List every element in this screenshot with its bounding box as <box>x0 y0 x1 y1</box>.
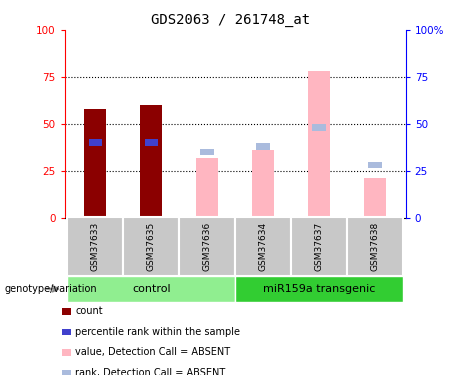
Text: GSM37638: GSM37638 <box>371 222 379 271</box>
Bar <box>144 139 158 146</box>
Text: miR159a transgenic: miR159a transgenic <box>263 284 375 294</box>
Bar <box>140 105 162 218</box>
Text: GSM37636: GSM37636 <box>203 222 212 271</box>
Bar <box>252 150 274 217</box>
Bar <box>84 109 106 217</box>
Bar <box>291 217 347 276</box>
Text: control: control <box>132 284 171 294</box>
Bar <box>179 217 235 276</box>
Text: count: count <box>75 306 103 316</box>
Bar <box>312 124 326 131</box>
Bar <box>201 148 214 155</box>
Bar <box>67 217 123 276</box>
Bar <box>368 162 382 168</box>
Bar <box>123 217 179 276</box>
Text: GSM37634: GSM37634 <box>259 222 267 271</box>
Bar <box>67 276 235 302</box>
Bar <box>347 217 403 276</box>
Bar <box>196 158 219 218</box>
Text: percentile rank within the sample: percentile rank within the sample <box>75 327 240 337</box>
Bar <box>308 71 330 217</box>
Bar <box>89 139 102 146</box>
Bar <box>256 143 270 150</box>
Text: genotype/variation: genotype/variation <box>5 284 97 294</box>
Text: GSM37637: GSM37637 <box>314 222 324 271</box>
Text: GDS2063 / 261748_at: GDS2063 / 261748_at <box>151 13 310 27</box>
Bar <box>235 276 403 302</box>
Bar <box>364 178 386 218</box>
Text: value, Detection Call = ABSENT: value, Detection Call = ABSENT <box>75 348 230 357</box>
Bar <box>235 217 291 276</box>
Text: GSM37635: GSM37635 <box>147 222 156 271</box>
Text: GSM37633: GSM37633 <box>91 222 100 271</box>
Text: rank, Detection Call = ABSENT: rank, Detection Call = ABSENT <box>75 368 225 375</box>
